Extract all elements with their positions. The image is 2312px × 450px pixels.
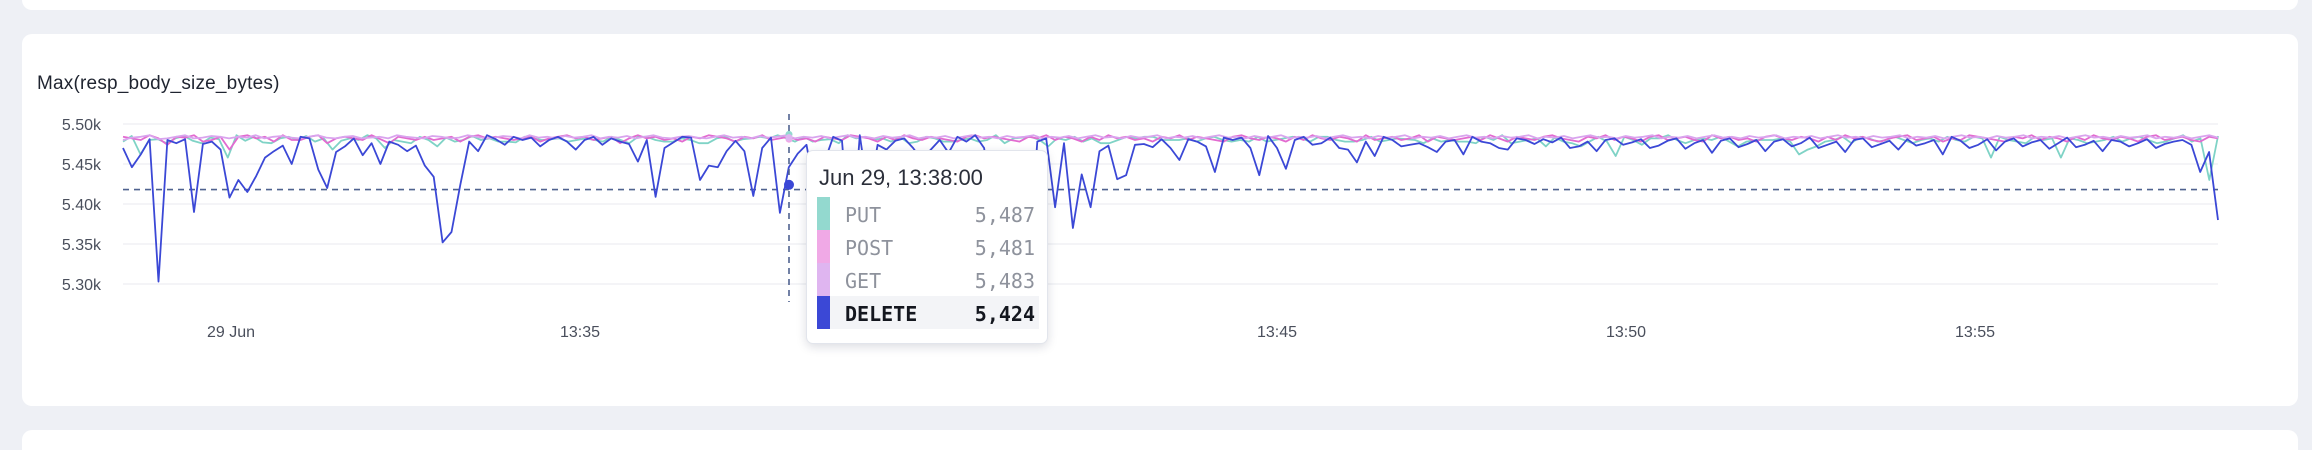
tooltip-label-put: PUT xyxy=(845,203,882,227)
y-tick-label: 5.35k xyxy=(62,237,102,254)
line-chart[interactable]: 5.50k 5.45k 5.40k 5.35k 5.30k 29 Jun 13:35 13:… xyxy=(0,0,2312,438)
y-axis: 5.50k 5.45k 5.40k 5.35k 5.30k xyxy=(62,117,102,294)
tooltip-row-put: PUT 5,487 xyxy=(817,197,1039,230)
tooltip-title: Jun 29, 13:38:00 xyxy=(819,165,983,190)
tooltip-label-post: POST xyxy=(845,236,894,260)
y-tick-label: 5.45k xyxy=(62,157,102,174)
hover-point-get xyxy=(785,134,793,142)
tooltip-value-put: 5,487 xyxy=(974,203,1035,227)
x-tick-label: 13:45 xyxy=(1257,324,1297,341)
series-line-delete[interactable] xyxy=(122,134,2219,283)
series-line-get[interactable] xyxy=(122,134,2219,141)
y-tick-label: 5.30k xyxy=(62,277,102,294)
tooltip-value-delete: 5,424 xyxy=(974,302,1035,326)
x-tick-label: 29 Jun xyxy=(207,324,255,341)
tooltip-label-delete: DELETE xyxy=(845,302,918,326)
chart-title: Max(resp_body_size_bytes) xyxy=(37,73,280,94)
tooltip-row-post: POST 5,481 xyxy=(817,230,1039,263)
tooltip-value-get: 5,483 xyxy=(974,269,1035,293)
tooltip-swatch-put xyxy=(817,197,830,230)
tooltip-row-get: GET 5,483 xyxy=(817,263,1039,296)
tooltip-label-get: GET xyxy=(845,269,882,293)
y-tick-label: 5.40k xyxy=(62,197,102,214)
series-line-put[interactable] xyxy=(122,134,2219,181)
series-lines xyxy=(122,134,2219,283)
tooltip-row-delete: DELETE 5,424 xyxy=(817,296,1039,329)
tooltip-value-post: 5,481 xyxy=(974,236,1035,260)
x-tick-label: 13:50 xyxy=(1606,324,1646,341)
hover-point-delete xyxy=(784,179,794,190)
y-tick-label: 5.50k xyxy=(62,117,102,134)
hover-points xyxy=(784,130,794,190)
previous-panel-edge xyxy=(22,0,2298,10)
x-tick-label: 13:55 xyxy=(1955,324,1995,341)
chart-tooltip: Jun 29, 13:38:00 PUT 5,487 POST 5,481 GE… xyxy=(806,150,1048,344)
grid-lines xyxy=(123,123,2218,285)
tooltip-swatch-delete xyxy=(817,296,830,329)
tooltip-swatch-post xyxy=(817,230,830,263)
chart-panel xyxy=(22,34,2298,406)
x-tick-label: 13:35 xyxy=(560,324,600,341)
tooltip-swatch-get xyxy=(817,263,830,296)
